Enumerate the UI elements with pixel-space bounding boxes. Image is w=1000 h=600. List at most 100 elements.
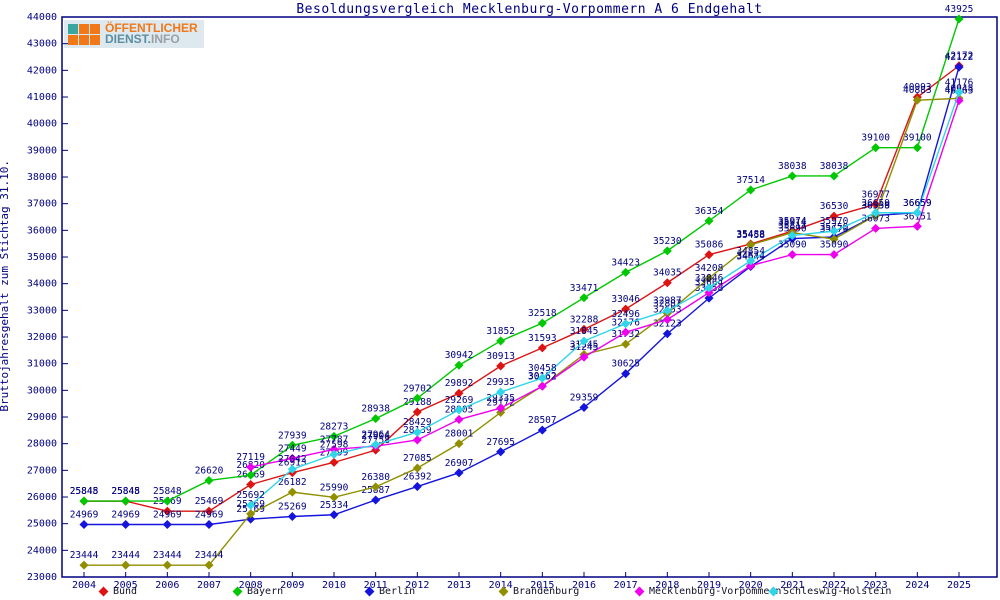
data-point-Berlin [204,519,214,530]
data-point-label: 25845 [70,486,99,497]
y-tick-label: 31000 [27,359,57,370]
data-point-label: 34674 [736,251,765,262]
data-point-label: 24969 [195,509,224,520]
data-point-label: 24969 [111,509,140,520]
legend-item-Brandenburg: Brandenburg [498,586,580,597]
data-point-label: 24969 [153,509,182,520]
y-tick-label: 29000 [27,412,57,423]
y-tick-label: 26000 [27,492,57,503]
data-point-label: 35090 [820,240,849,251]
data-point-label: 25990 [320,482,349,493]
data-point-Schleswig-Holstein [662,306,672,316]
oeffentlicher-dienst-logo: ÖFFENTLICHER DIENST.INFO [64,20,204,48]
y-tick-label: 39000 [27,145,57,156]
series-line-Mecklenburg-Vorpommern [250,100,960,468]
y-tick-label: 35000 [27,252,57,263]
data-point-Mecklenburg-Vorpommern [829,250,839,260]
y-tick-label: 23000 [27,572,57,583]
data-point-label: 36558 [861,200,890,211]
chart-legend: Bund Bayern Berlin Brandenburg Mecklenburg-V… [0,586,1000,600]
data-point-label: 30625 [611,359,640,370]
data-point-label: 29172 [486,397,515,408]
data-point-label: 25469 [195,496,224,507]
series-line-Bayern [84,18,960,502]
data-point-Schleswig-Holstein [912,208,922,218]
legend-item-Bayern: Bayern [232,586,283,597]
data-point-label: 31852 [486,326,515,337]
x-tick-label: 2010 [322,580,346,591]
data-point-label: 30942 [445,350,474,361]
data-point-label: 26913 [278,458,307,469]
x-tick-label: 2020 [739,580,763,591]
data-point-label: 31593 [528,333,557,344]
data-point-label: 34854 [736,246,765,257]
data-point-label: 27695 [486,437,515,448]
data-point-label: 30458 [528,363,557,374]
x-tick-label: 2017 [614,580,638,591]
y-tick-label: 30000 [27,385,57,396]
data-point-label: 32887 [653,298,682,309]
legend-item-Mecklenburg-Vorpommern: Mecklenburg-Vorpommern [634,586,781,597]
data-point-Brandenburg [704,273,714,283]
data-point-Bund [537,343,547,353]
data-point-Bayern [246,470,256,480]
data-point-label: 36977 [861,189,890,200]
data-point-label: 35914 [778,218,807,229]
legend-label: Brandenburg [513,586,580,597]
data-point-label: 34035 [653,268,682,279]
data-point-Berlin [954,62,964,72]
data-point-Bund [329,457,339,467]
x-tick-label: 2006 [155,580,179,591]
y-tick-label: 38000 [27,172,57,183]
data-point-label: 31245 [570,342,599,353]
data-point-Mecklenburg-Vorpommern [746,261,756,271]
data-point-Bayern [121,496,131,506]
data-point-label: 24969 [70,509,99,520]
y-tick-label: 43000 [27,39,57,50]
data-point-label: 27449 [278,443,307,454]
x-tick-label: 2008 [239,580,263,591]
data-point-label: 34423 [611,257,640,268]
data-point-label: 35230 [653,236,682,247]
data-point-label: 28938 [361,404,390,415]
data-point-label: 33046 [611,294,640,305]
data-point-Berlin [621,369,631,379]
data-point-Bund [496,361,506,371]
series-line-Schleswig-Holstein [250,92,960,506]
data-point-Schleswig-Holstein [246,500,256,510]
x-tick-label: 2019 [697,580,721,591]
data-point-label: 35811 [778,220,807,231]
data-point-label: 27085 [403,453,432,464]
data-point-label: 31845 [570,326,599,337]
data-point-label: 30913 [486,351,515,362]
data-point-Bayern [912,143,922,153]
data-point-label: 26907 [445,458,474,469]
data-point-label: 34208 [695,263,724,274]
data-point-Berlin [371,495,381,505]
data-point-label: 36354 [695,206,724,217]
legend-label: Bund [113,586,138,597]
data-point-Mecklenburg-Vorpommern [412,435,422,445]
data-point-Bayern [621,267,631,277]
data-point-Mecklenburg-Vorpommern [787,250,797,260]
data-point-label: 36559 [861,200,890,211]
data-point-label: 40993 [903,82,932,93]
legend-marker-icon [768,586,779,597]
data-point-Brandenburg [162,560,172,570]
data-point-Berlin [454,468,464,478]
data-point-label: 27119 [236,452,265,463]
series-line-Berlin [84,66,960,526]
data-point-Mecklenburg-Vorpommern [537,381,547,391]
data-point-Bund [162,506,172,516]
data-point-Berlin [121,519,131,530]
legend-marker-icon [364,586,375,597]
data-point-Bund [662,278,672,288]
legend-label: Berlin [379,586,416,597]
data-point-Brandenburg [79,560,89,570]
data-point-label: 42122 [945,52,974,63]
data-point-label: 26392 [403,472,432,483]
x-tick-label: 2013 [447,580,471,591]
data-point-Berlin [412,482,422,492]
data-point-label: 35488 [736,229,765,240]
